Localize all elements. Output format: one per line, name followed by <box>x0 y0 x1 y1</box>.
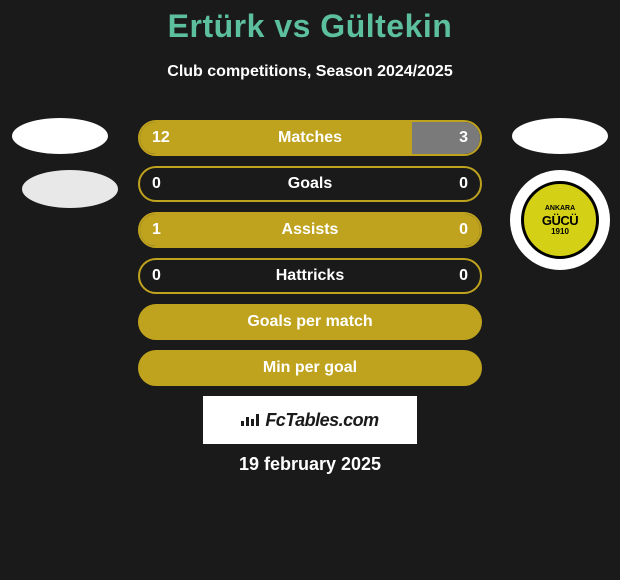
logo-year-text: 1910 <box>551 228 569 236</box>
stat-label: Assists <box>140 214 480 246</box>
stat-label: Min per goal <box>140 352 480 384</box>
logo-main-text: GÜCÜ <box>542 214 578 227</box>
club-right-logo: ANKARA GÜCÜ 1910 <box>510 170 610 270</box>
ankaragucu-badge: ANKARA GÜCÜ 1910 <box>521 181 599 259</box>
stat-label: Hattricks <box>140 260 480 292</box>
stat-value-right: 3 <box>459 122 468 154</box>
comparison-title: Ertürk vs Gültekin <box>0 0 620 45</box>
fctables-watermark: FcTables.com <box>203 396 417 444</box>
stat-row-matches: 12Matches3 <box>138 120 482 156</box>
player-right-avatar <box>512 118 608 154</box>
stat-row-goals-per-match: Goals per match <box>138 304 482 340</box>
club-left-logo <box>22 170 118 208</box>
stat-label: Goals per match <box>140 306 480 338</box>
snapshot-date: 19 february 2025 <box>0 454 620 475</box>
player-left-avatar <box>12 118 108 154</box>
stat-value-right: 0 <box>459 214 468 246</box>
fctables-text: FcTables.com <box>265 410 378 431</box>
season-subtitle: Club competitions, Season 2024/2025 <box>0 63 620 81</box>
stat-label: Goals <box>140 168 480 200</box>
infographic-container: Ertürk vs Gültekin Club competitions, Se… <box>0 0 620 580</box>
stat-row-goals: 0Goals0 <box>138 166 482 202</box>
stat-row-min-per-goal: Min per goal <box>138 350 482 386</box>
stat-label: Matches <box>140 122 480 154</box>
stat-value-right: 0 <box>459 260 468 292</box>
stat-row-hattricks: 0Hattricks0 <box>138 258 482 294</box>
stat-row-assists: 1Assists0 <box>138 212 482 248</box>
logo-top-text: ANKARA <box>545 205 575 212</box>
stat-value-right: 0 <box>459 168 468 200</box>
chart-icon <box>241 412 259 429</box>
stats-bars-area: 12Matches30Goals01Assists00Hattricks0Goa… <box>138 120 482 396</box>
